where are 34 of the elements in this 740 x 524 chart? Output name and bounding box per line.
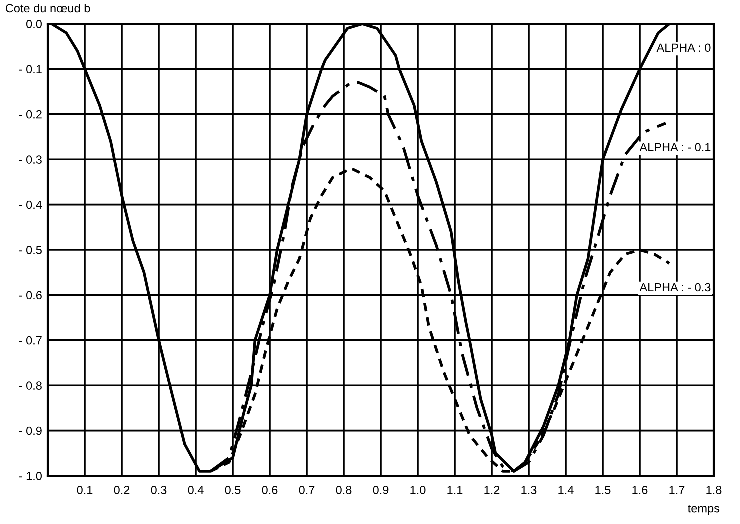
- y-axis-title: Cote du nœud b: [6, 4, 90, 13]
- x-tick-label: 1.2: [484, 486, 500, 494]
- x-tick-label: 0.7: [299, 486, 315, 494]
- y-tick-label: - 0.2: [19, 110, 42, 119]
- x-tick-label: 1.7: [670, 486, 685, 494]
- x-tick-label: 0.8: [336, 486, 352, 494]
- y-tick-label: - 0.9: [19, 426, 42, 436]
- y-tick-label: - 0.7: [19, 336, 42, 345]
- x-tick-label: 1.0: [410, 486, 426, 494]
- x-tick-label: 1.1: [448, 486, 463, 494]
- x-axis-title: temps: [688, 504, 720, 516]
- x-tick-label: 1.6: [632, 486, 648, 494]
- x-tick-label: 1.3: [522, 486, 537, 494]
- x-tick-label: 0.9: [373, 486, 389, 494]
- y-tick-label: - 0.3: [19, 156, 42, 164]
- y-tick-label: - 1.0: [19, 472, 42, 480]
- x-tick-label: 1.5: [596, 486, 611, 494]
- x-tick-label: 1.8: [706, 486, 722, 494]
- x-tick-label: 0.1: [77, 486, 93, 494]
- x-tick-label: 0.6: [262, 486, 278, 494]
- x-tick-label: 1.4: [558, 486, 574, 494]
- y-tick-label: - 0.6: [19, 291, 42, 300]
- y-tick-label: - 0.8: [19, 382, 42, 390]
- series-label: ALPHA : 0: [656, 44, 711, 52]
- x-tick-label: 0.5: [225, 486, 241, 494]
- text: ALPHA : - 0.3: [640, 283, 711, 292]
- x-tick-label: 0.2: [114, 486, 130, 494]
- y-tick-label: - 0.5: [19, 246, 42, 254]
- y-tick-label: 0.0: [26, 20, 42, 28]
- x-tick-label: 0.4: [188, 486, 204, 494]
- series-label: ALPHA : - 0.1: [640, 143, 711, 152]
- x-tick-label: 0.3: [151, 486, 167, 494]
- y-tick-label: - 0.1: [19, 65, 42, 74]
- y-tick-label: - 0.4: [19, 200, 42, 210]
